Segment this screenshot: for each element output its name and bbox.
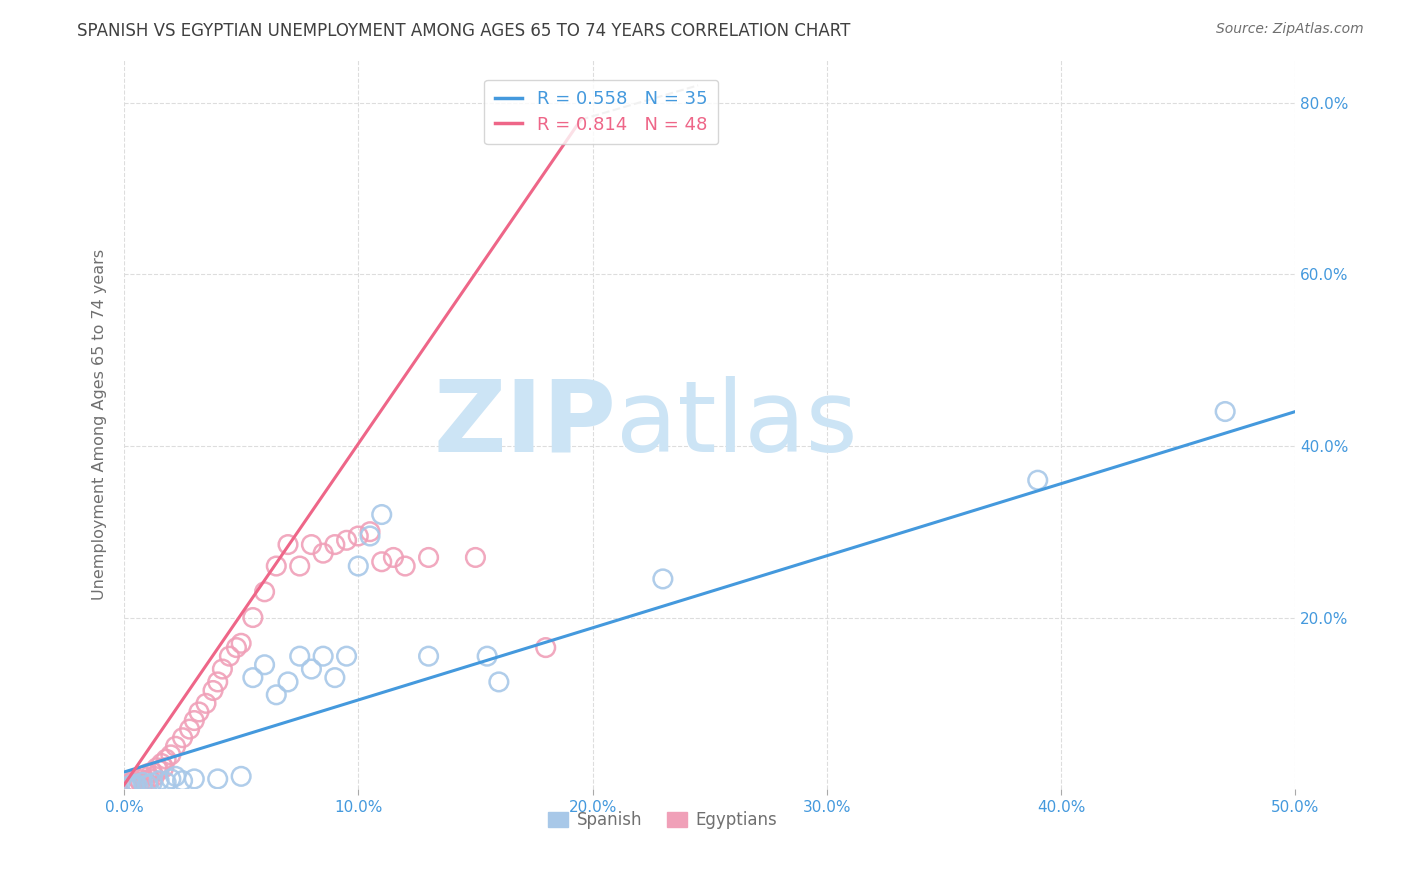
Point bbox=[475, 649, 498, 664]
Point bbox=[207, 674, 229, 689]
Point bbox=[120, 778, 142, 792]
Point bbox=[136, 778, 159, 792]
Point bbox=[122, 773, 145, 788]
Point bbox=[148, 773, 170, 788]
Point bbox=[132, 769, 155, 783]
Point bbox=[651, 572, 673, 586]
Point bbox=[301, 662, 323, 676]
Point bbox=[155, 775, 177, 789]
Point bbox=[347, 559, 370, 574]
Point bbox=[211, 662, 233, 676]
Point bbox=[231, 769, 253, 783]
Point bbox=[125, 777, 148, 791]
Point bbox=[118, 780, 141, 794]
Point bbox=[179, 722, 201, 736]
Point bbox=[418, 550, 440, 565]
Point bbox=[464, 550, 486, 565]
Point bbox=[266, 688, 288, 702]
Point bbox=[312, 546, 335, 560]
Point bbox=[253, 657, 276, 672]
Point bbox=[231, 636, 253, 650]
Point bbox=[394, 559, 416, 574]
Point bbox=[288, 649, 311, 664]
Point bbox=[288, 559, 311, 574]
Point bbox=[370, 508, 392, 522]
Point bbox=[335, 533, 357, 548]
Point bbox=[202, 683, 225, 698]
Point bbox=[115, 780, 138, 795]
Point bbox=[148, 764, 170, 778]
Point bbox=[534, 640, 557, 655]
Point bbox=[1026, 473, 1049, 487]
Point bbox=[359, 529, 381, 543]
Point bbox=[153, 761, 176, 775]
Point bbox=[370, 555, 392, 569]
Point bbox=[141, 765, 163, 780]
Point bbox=[146, 761, 169, 775]
Point bbox=[1213, 404, 1236, 418]
Legend: Spanish, Egyptians: Spanish, Egyptians bbox=[541, 805, 785, 836]
Point bbox=[266, 559, 288, 574]
Point bbox=[188, 705, 211, 719]
Point bbox=[115, 779, 138, 793]
Point bbox=[225, 640, 247, 655]
Point bbox=[242, 610, 264, 624]
Point bbox=[301, 538, 323, 552]
Point bbox=[141, 776, 163, 790]
Point bbox=[150, 756, 173, 771]
Point bbox=[118, 777, 141, 791]
Point bbox=[253, 584, 276, 599]
Point bbox=[134, 773, 156, 788]
Point bbox=[242, 671, 264, 685]
Point bbox=[323, 538, 346, 552]
Point bbox=[160, 772, 183, 786]
Point bbox=[359, 524, 381, 539]
Point bbox=[195, 697, 218, 711]
Point bbox=[172, 731, 194, 745]
Point bbox=[143, 769, 166, 783]
Point bbox=[120, 775, 142, 789]
Point bbox=[488, 674, 510, 689]
Point bbox=[125, 778, 148, 792]
Text: atlas: atlas bbox=[616, 376, 858, 473]
Point bbox=[129, 775, 152, 789]
Point bbox=[418, 649, 440, 664]
Point bbox=[122, 779, 145, 793]
Point bbox=[347, 529, 370, 543]
Text: Source: ZipAtlas.com: Source: ZipAtlas.com bbox=[1216, 22, 1364, 37]
Point bbox=[127, 772, 149, 786]
Point bbox=[132, 775, 155, 789]
Point bbox=[183, 714, 205, 728]
Point bbox=[335, 649, 357, 664]
Point bbox=[160, 747, 183, 762]
Point bbox=[183, 772, 205, 786]
Point bbox=[207, 772, 229, 786]
Text: SPANISH VS EGYPTIAN UNEMPLOYMENT AMONG AGES 65 TO 74 YEARS CORRELATION CHART: SPANISH VS EGYPTIAN UNEMPLOYMENT AMONG A… bbox=[77, 22, 851, 40]
Point bbox=[382, 550, 405, 565]
Point bbox=[172, 773, 194, 788]
Point bbox=[323, 671, 346, 685]
Point bbox=[136, 766, 159, 780]
Text: ZIP: ZIP bbox=[433, 376, 616, 473]
Point bbox=[312, 649, 335, 664]
Point bbox=[165, 769, 187, 783]
Point bbox=[139, 772, 162, 786]
Y-axis label: Unemployment Among Ages 65 to 74 years: Unemployment Among Ages 65 to 74 years bbox=[93, 249, 107, 600]
Point bbox=[277, 674, 299, 689]
Point bbox=[165, 739, 187, 754]
Point bbox=[155, 752, 177, 766]
Point bbox=[218, 649, 240, 664]
Point bbox=[277, 538, 299, 552]
Point bbox=[127, 780, 149, 794]
